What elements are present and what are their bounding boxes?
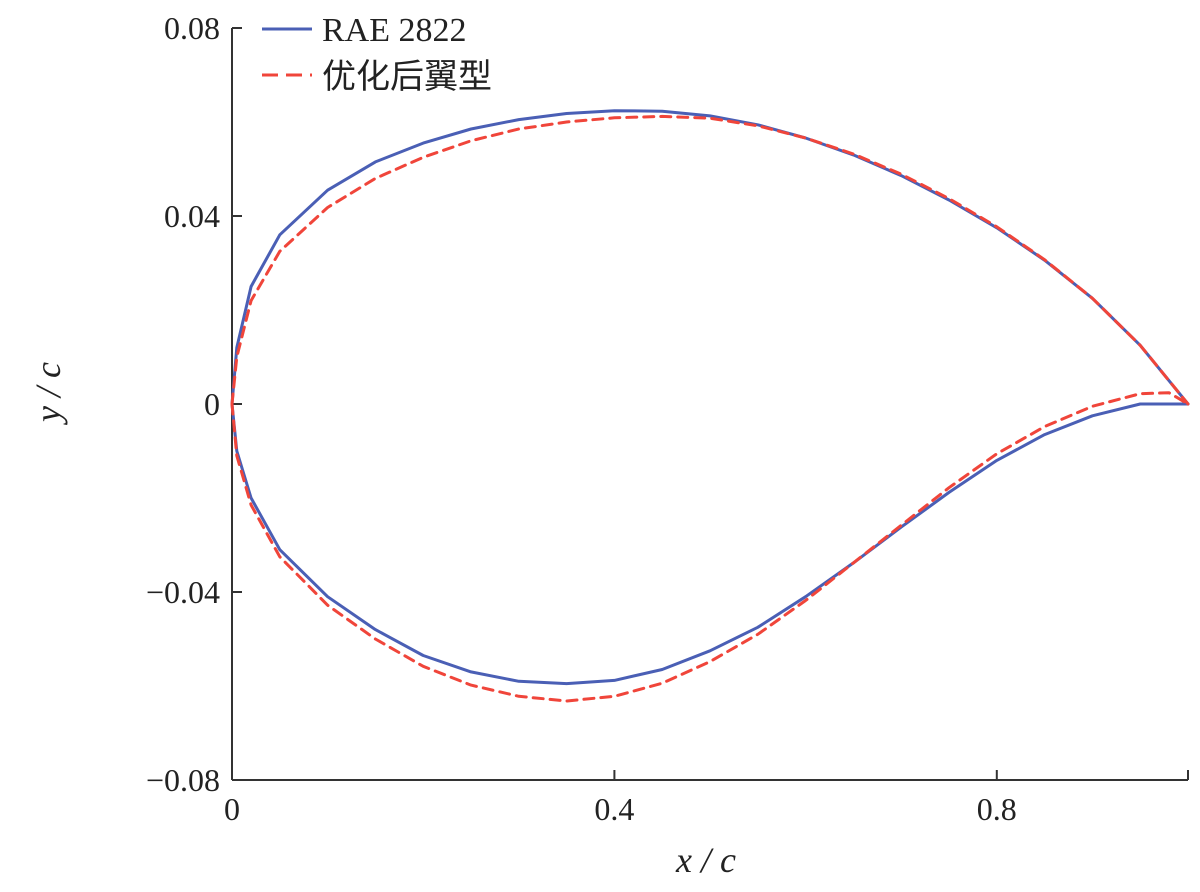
legend-label-optimized: 优化后翼型: [322, 58, 492, 96]
y-tick-label: 0: [204, 386, 220, 422]
y-tick-label: 0.04: [164, 198, 220, 234]
axes: 0.080.040−0.04−0.080 0.4 0.8: [146, 10, 1189, 827]
series-line-rae2822-lower: [230, 402, 1190, 686]
series-layer: [230, 109, 1190, 703]
legend: RAE 2822 优化后翼型: [262, 12, 492, 96]
legend-label-rae2822: RAE 2822: [322, 12, 467, 49]
series-line-optimized-lower: [230, 391, 1190, 703]
y-tick-label: −0.04: [146, 574, 220, 610]
x-tick-label: 0.4: [594, 791, 634, 827]
x-tick-label: 0.8: [977, 791, 1017, 827]
series-line-optimized-upper: [230, 114, 1190, 406]
y-axis-title: y / c: [28, 362, 68, 425]
y-tick-label: −0.08: [146, 762, 220, 798]
x-axis-title: x / c: [675, 840, 736, 880]
x-tick-label: 0: [224, 791, 240, 827]
y-tick-label: 0.08: [164, 10, 220, 46]
